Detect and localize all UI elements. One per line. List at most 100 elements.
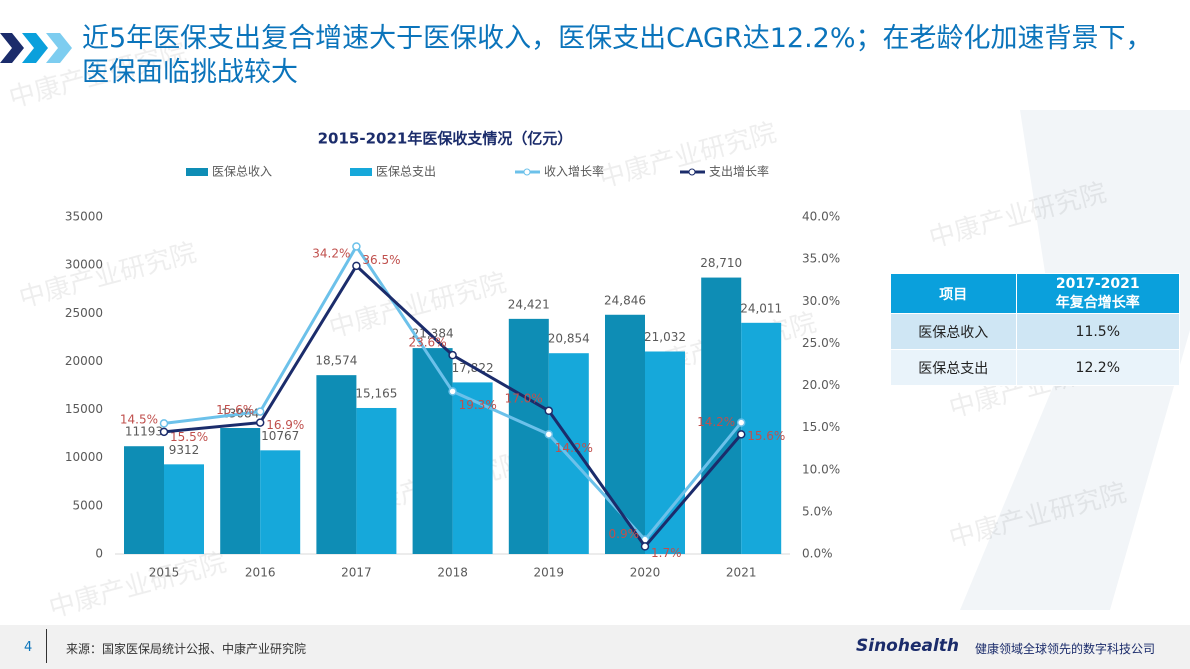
table-header: 项目	[890, 273, 1017, 314]
watermark: 中康产业研究院	[16, 238, 200, 314]
data-label: 1.7%	[651, 546, 682, 560]
divider	[46, 629, 47, 663]
data-label: 15.5%	[170, 430, 208, 444]
x-tick-label: 2020	[630, 566, 661, 580]
chevron	[22, 33, 48, 63]
footer: 4 来源：国家医保局统计公报、中康产业研究院 Sinohealth 健康领域全球…	[0, 625, 1190, 669]
cell: 医保总支出	[890, 349, 1017, 386]
point	[736, 418, 746, 427]
bar	[124, 446, 164, 554]
y-tick-label: 0	[95, 547, 103, 561]
x-tick-label: 2016	[245, 566, 276, 580]
point	[640, 542, 650, 551]
bar	[605, 314, 645, 554]
y-tick-label: 25000	[65, 306, 103, 320]
bar	[452, 382, 493, 554]
legend-label: 收入增长率	[544, 164, 604, 179]
x-tick-label: 2017	[341, 566, 372, 580]
point	[544, 430, 554, 439]
point	[448, 350, 457, 360]
data-label: 23.6%	[408, 336, 446, 350]
bar	[316, 375, 357, 554]
point	[255, 418, 265, 427]
y2-tick-label: 10.0%	[802, 462, 840, 476]
data-label: 15,165	[355, 386, 397, 400]
data-label: 11193	[125, 425, 163, 439]
watermark: 中康产业研究院	[596, 118, 780, 194]
point	[544, 406, 554, 416]
data-label: 0.9%	[609, 527, 640, 541]
data-label: 9312	[169, 443, 200, 457]
cagr-table: 项目 2017-2021年复合增长率 医保总收入 11.5% 医保总支出 12.2%	[890, 273, 1181, 386]
legend-swatch	[523, 168, 531, 176]
watermark: 中康产业研究院	[46, 548, 230, 624]
bar	[260, 450, 301, 554]
data-label: 17.0%	[505, 391, 543, 405]
y2-tick-label: 30.0%	[802, 294, 840, 308]
cell: 医保总收入	[890, 313, 1017, 350]
data-label: 20,854	[548, 332, 590, 346]
data-label: 28,710	[700, 256, 742, 270]
page-title: 近5年医保支出复合增速大于医保收入，医保支出CAGR达12.2%；在老龄化加速背…	[82, 23, 1153, 88]
y-tick-label: 10000	[65, 450, 103, 464]
y-tick-label: 20000	[65, 354, 103, 368]
chevron	[46, 33, 72, 63]
data-label: 18,574	[315, 354, 357, 368]
bar	[548, 353, 589, 554]
bar	[412, 348, 453, 554]
data-label: 24,421	[508, 297, 550, 311]
y2-tick-label: 15.0%	[802, 420, 840, 434]
point	[352, 242, 361, 251]
point	[448, 387, 457, 396]
data-label: 10767	[261, 429, 299, 443]
y-tick-label: 30000	[65, 258, 103, 272]
legend-label: 医保总收入	[212, 165, 272, 179]
y2-tick-label: 40.0%	[802, 210, 840, 224]
x-tick-label: 2019	[534, 566, 565, 580]
legend-swatch	[688, 168, 696, 176]
chevron	[0, 33, 24, 63]
data-label: 24,011	[740, 301, 782, 315]
y2-tick-label: 0.0%	[802, 547, 833, 561]
x-tick-label: 2021	[726, 566, 757, 580]
brand: Sinohealth	[856, 636, 960, 656]
bar	[220, 428, 261, 554]
page-number: 4	[24, 640, 33, 655]
point	[159, 419, 169, 428]
source: 来源：国家医保局统计公报、中康产业研究院	[66, 642, 307, 656]
point	[255, 407, 265, 416]
y2-tick-label: 35.0%	[802, 252, 840, 266]
slogan: 健康领域全球领先的数字科技公司	[975, 642, 1156, 656]
bar	[701, 277, 742, 554]
x-tick-label: 2018	[437, 566, 468, 580]
legend-swatch	[350, 168, 372, 176]
data-label: 14.2%	[697, 415, 735, 429]
y2-tick-label: 20.0%	[802, 378, 840, 392]
data-label: 14.5%	[120, 412, 158, 426]
legend-label: 医保总支出	[376, 165, 436, 179]
point	[159, 427, 169, 437]
y-tick-label: 15000	[65, 402, 103, 416]
data-label: 21,032	[644, 330, 686, 344]
data-label: 36.5%	[362, 253, 400, 267]
cell: 11.5%	[1015, 313, 1181, 350]
chart-title: 2015-2021年医保收支情况（亿元）	[318, 130, 573, 148]
point	[736, 430, 746, 439]
y2-tick-label: 5.0%	[802, 504, 833, 518]
x-tick-label: 2015	[149, 566, 180, 580]
bar	[164, 464, 204, 554]
y-tick-label: 35000	[65, 210, 103, 224]
bar	[356, 407, 397, 554]
bar	[741, 322, 782, 554]
data-label: 16.9%	[266, 418, 304, 432]
point	[352, 261, 361, 271]
data-label: 19.3%	[459, 398, 497, 412]
y2-tick-label: 25.0%	[802, 336, 840, 350]
header-text: 2017-2021年复合增长率	[1055, 275, 1140, 311]
cell: 12.2%	[1015, 349, 1181, 386]
data-label: 15.6%	[216, 403, 254, 417]
bar	[508, 318, 549, 554]
bar	[645, 351, 685, 554]
